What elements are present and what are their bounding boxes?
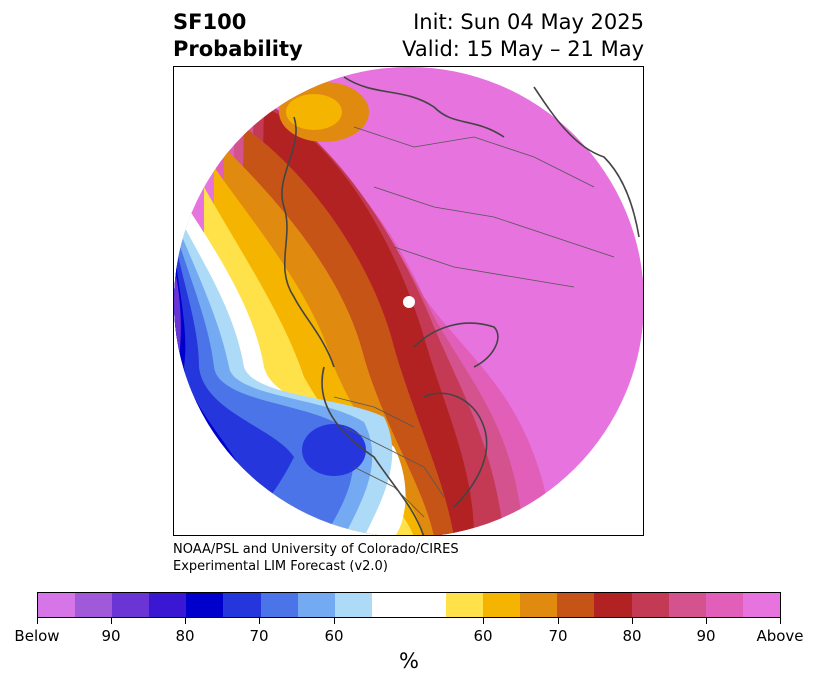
title-variable: SF100 xyxy=(173,10,247,34)
colorbar-tick xyxy=(706,618,707,624)
colorbar-segment xyxy=(520,593,558,617)
colorbar-unit-label: % xyxy=(399,649,419,673)
credits-line1: NOAA/PSL and University of Colorado/CIRE… xyxy=(173,542,459,557)
credits-line2: Experimental LIM Forecast (v2.0) xyxy=(173,559,388,574)
credits: NOAA/PSL and University of Colorado/CIRE… xyxy=(173,541,459,575)
colorbar-tick xyxy=(37,618,38,624)
colorbar-segment xyxy=(186,593,224,617)
map-panel xyxy=(173,66,644,536)
colorbar-tick-label: 90 xyxy=(696,627,716,645)
colorbar-tick-label: 80 xyxy=(175,627,195,645)
colorbar-segment xyxy=(334,593,372,617)
colorbar-segment xyxy=(631,593,669,617)
colorbar-segment xyxy=(38,593,76,617)
colorbar-tick xyxy=(334,618,335,624)
colorbar-tick-label: 70 xyxy=(548,627,568,645)
colorbar-tick xyxy=(185,618,186,624)
colorbar-segment xyxy=(75,593,113,617)
colorbar-tick-label: 90 xyxy=(101,627,121,645)
colorbar-segment xyxy=(371,593,447,617)
colorbar-tick-label: 60 xyxy=(473,627,493,645)
colorbar-segment xyxy=(705,593,743,617)
colorbar-segment xyxy=(260,593,298,617)
title-valid-range: Valid: 15 May – 21 May xyxy=(402,37,644,61)
colorbar-segment xyxy=(594,593,632,617)
title-init-date: Init: Sun 04 May 2025 xyxy=(413,10,644,34)
colorbar-tick-label: 80 xyxy=(622,627,642,645)
colorbar-tick xyxy=(111,618,112,624)
colorbar-tick xyxy=(483,618,484,624)
colorbar-segment xyxy=(742,593,780,617)
polar-map xyxy=(174,67,643,535)
coastlines xyxy=(281,76,640,535)
colorbar-tick xyxy=(259,618,260,624)
colorbar xyxy=(37,592,781,618)
colorbar-segment xyxy=(557,593,595,617)
colorbar-tick xyxy=(632,618,633,624)
colorbar-segment xyxy=(223,593,261,617)
pole-marker xyxy=(403,296,415,308)
colorbar-tick xyxy=(780,618,781,624)
colorbar-tick-label: Below xyxy=(14,627,60,645)
colorbar-segment xyxy=(668,593,706,617)
title-quantity: Probability xyxy=(173,37,303,61)
colorbar-segment xyxy=(149,593,187,617)
colorbar-segment xyxy=(297,593,335,617)
title-right: Init: Sun 04 May 2025 Valid: 15 May – 21… xyxy=(402,9,644,63)
colorbar-segment xyxy=(483,593,521,617)
colorbar-tick-label: 70 xyxy=(249,627,269,645)
country-borders xyxy=(333,126,615,518)
colorbar-segment xyxy=(112,593,150,617)
colorbar-tick-label: 60 xyxy=(324,627,344,645)
colorbar-tick-label: Above xyxy=(756,627,804,645)
colorbar-tick xyxy=(558,618,559,624)
title-left: SF100 Probability xyxy=(173,9,303,63)
colorbar-segment xyxy=(446,593,484,617)
